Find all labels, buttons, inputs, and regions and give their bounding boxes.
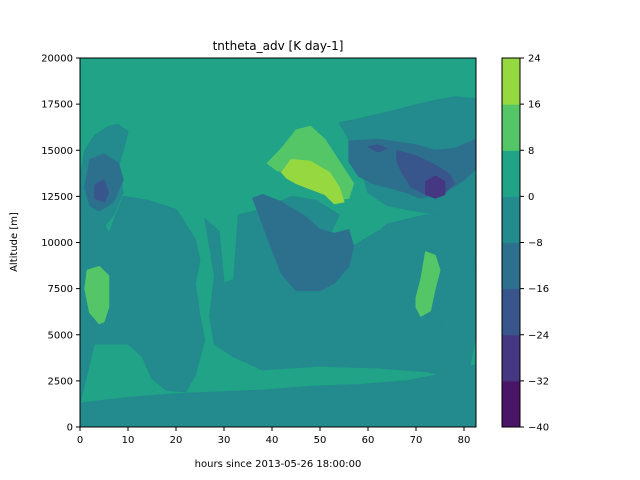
x-tick-label: 60 [362,435,375,446]
x-tick-label: 70 [410,435,423,446]
colorbar-tick-label: 8 [528,146,534,157]
colorbar-band [502,104,520,151]
colorbar-band [502,196,520,244]
contour-region-6 [252,194,355,291]
x-tick-label: 30 [218,435,231,446]
plot-area [79,57,477,428]
x-tick-label: 0 [77,435,83,446]
y-axis: 0 2500 5000 7500 10000 12500 15000 17500 20000 [41,54,80,434]
colorbar-tick-label: −40 [528,423,549,434]
colorbar-tick-label: −32 [528,376,549,387]
colorbar-tick-label: −8 [528,238,543,249]
x-axis-label: hours since 2013-05-26 18:00:00 [195,459,362,470]
x-tick-label: 80 [458,435,471,446]
contour-region-11 [93,179,110,203]
colorbar-tick-label: 0 [528,192,534,203]
colorbar-band [502,58,520,105]
contour-regions [80,96,476,427]
colorbar: −40 −32 −24 −16 −8 0 8 16 24 [501,54,549,434]
y-tick-label: 20000 [41,54,73,65]
colorbar-band [502,150,520,197]
x-tick-label: 40 [266,435,279,446]
contour-region-14 [281,159,345,205]
y-tick-label: 17500 [41,100,73,111]
x-tick-label: 20 [170,435,183,446]
colorbar-band [502,334,520,382]
contour-region-0 [80,363,476,427]
contour-region-15 [84,266,110,325]
y-tick-label: 7500 [48,284,73,295]
colorbar-tick-label: 16 [528,100,541,111]
colorbar-tick-label: −16 [528,284,549,295]
x-axis: 0 10 20 30 40 50 60 70 80 [77,427,471,446]
colorbar-band [502,380,520,428]
y-axis-label: Altitude [m] [9,212,20,272]
colorbar-tick-label: 24 [528,54,541,65]
colorbar-tick-label: −24 [528,330,549,341]
y-tick-label: 0 [67,423,73,434]
colorbar-band [502,288,520,336]
contour-region-16 [415,251,441,317]
colorbar-band [502,242,520,290]
x-tick-label: 50 [314,435,327,446]
contour-region-1 [80,195,206,404]
x-tick-label: 10 [122,435,135,446]
y-tick-label: 10000 [41,238,73,249]
y-tick-label: 15000 [41,146,73,157]
y-tick-label: 2500 [48,376,73,387]
y-tick-label: 12500 [41,192,73,203]
contour-region-10 [367,144,388,153]
y-tick-label: 5000 [48,330,73,341]
chart-title: tntheta_adv [K day-1] [213,39,344,53]
contour-region-12 [425,175,446,199]
